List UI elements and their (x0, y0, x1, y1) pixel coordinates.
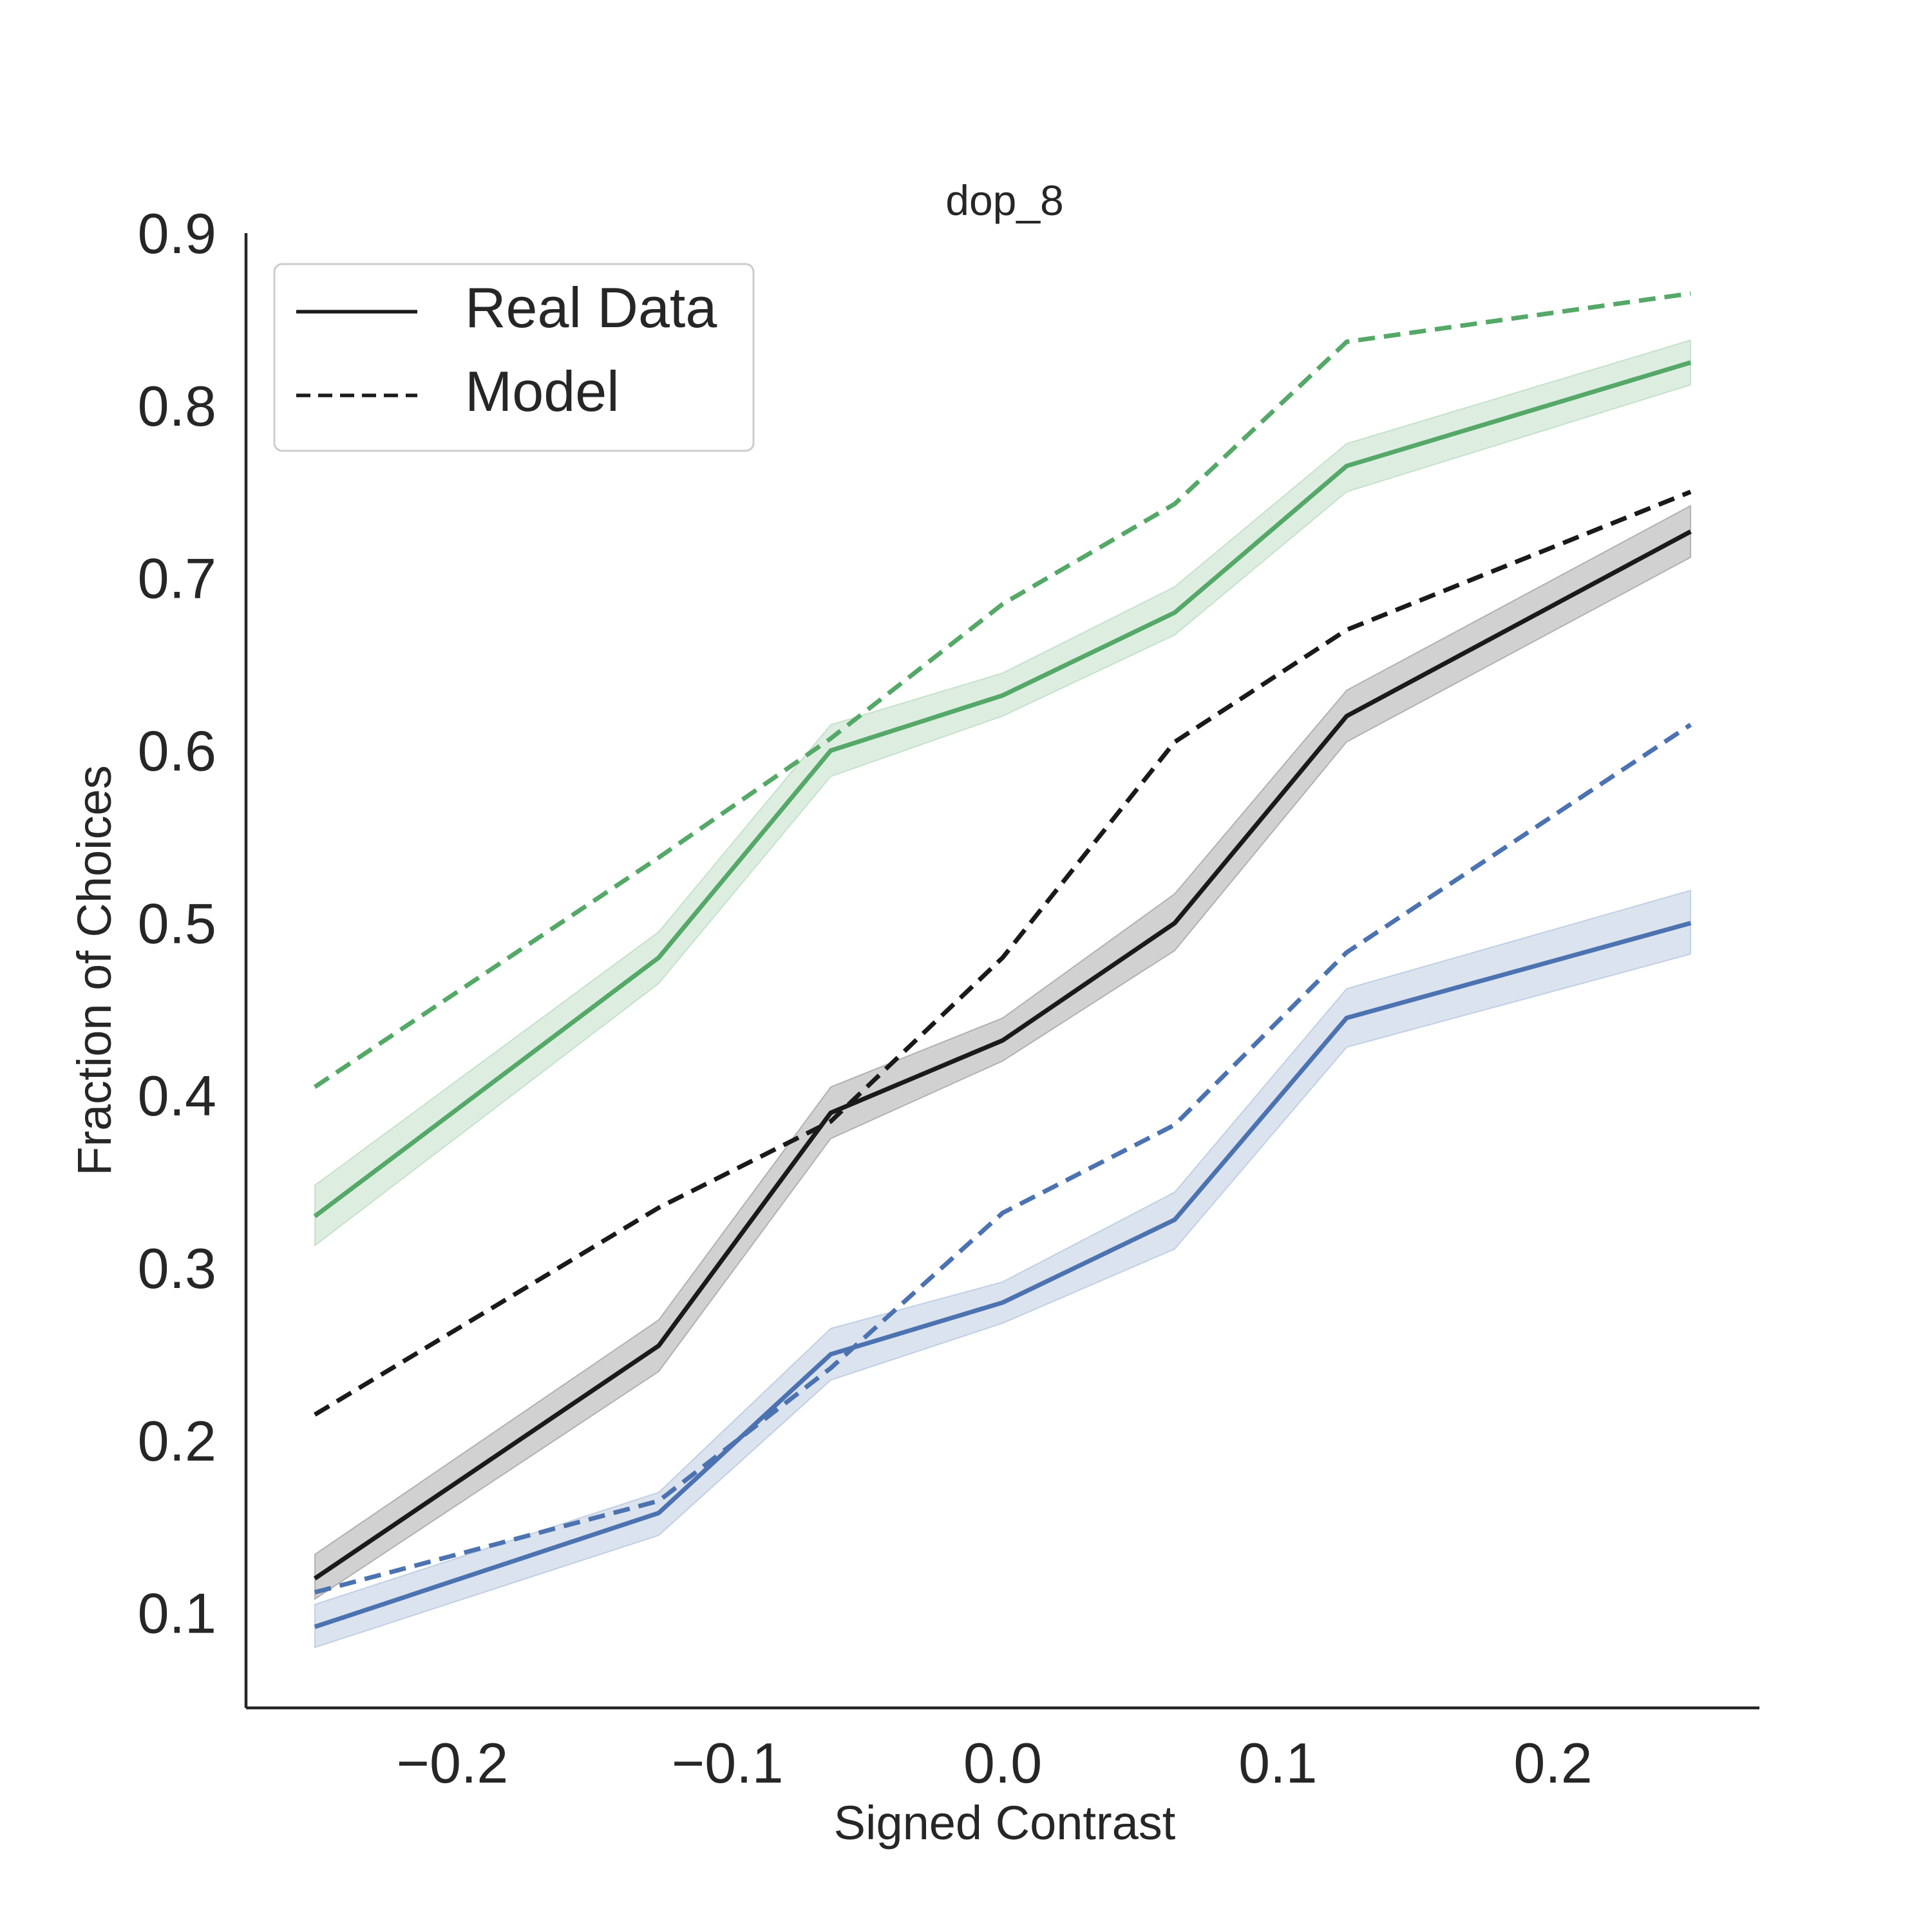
legend-label-model: Model (465, 359, 620, 423)
chart-title: dop_8 (945, 176, 1064, 224)
y-tick-label: 0.6 (138, 719, 216, 783)
x-tick-labels: −0.2 −0.1 0.0 0.1 0.2 (397, 1731, 1593, 1795)
y-tick-label: 0.9 (138, 202, 216, 265)
series-line-model-3 (313, 291, 1691, 1089)
y-axis-label: Fraction of Choices (68, 765, 121, 1176)
y-tick-label: 0.2 (138, 1409, 216, 1473)
axes (244, 233, 1759, 1710)
x-tick-label: 0.0 (963, 1731, 1042, 1795)
legend: Real Data Model (273, 263, 755, 452)
series-line-real-data-0 (313, 360, 1692, 1218)
x-tick-label: −0.1 (672, 1731, 784, 1795)
confidence-band-real-data-2 (314, 889, 1692, 1649)
y-tick-label: 0.8 (138, 374, 216, 438)
y-tick-label: 0.4 (138, 1064, 216, 1128)
legend-label-real-data: Real Data (465, 276, 717, 339)
series-line-real-data-2 (314, 920, 1692, 1629)
series-lines (313, 291, 1692, 1629)
y-tick-label: 0.5 (138, 891, 216, 955)
series-line-real-data-1 (313, 529, 1692, 1581)
y-tick-labels: 0.1 0.2 0.3 0.4 0.5 0.6 0.7 0.8 0.9 (138, 202, 216, 1645)
y-tick-label: 0.7 (138, 547, 216, 611)
confidence-band-real-data-0 (314, 339, 1692, 1247)
y-tick-label: 0.1 (138, 1582, 216, 1645)
series-line-model-5 (314, 723, 1692, 1595)
y-tick-label: 0.3 (138, 1236, 216, 1300)
x-tick-label: 0.2 (1513, 1731, 1592, 1795)
x-axis-label: Signed Contrast (834, 1796, 1176, 1850)
x-tick-label: −0.2 (397, 1731, 509, 1795)
confidence-bands (314, 339, 1692, 1649)
x-tick-label: 0.1 (1238, 1731, 1317, 1795)
series-line-model-4 (314, 489, 1692, 1417)
